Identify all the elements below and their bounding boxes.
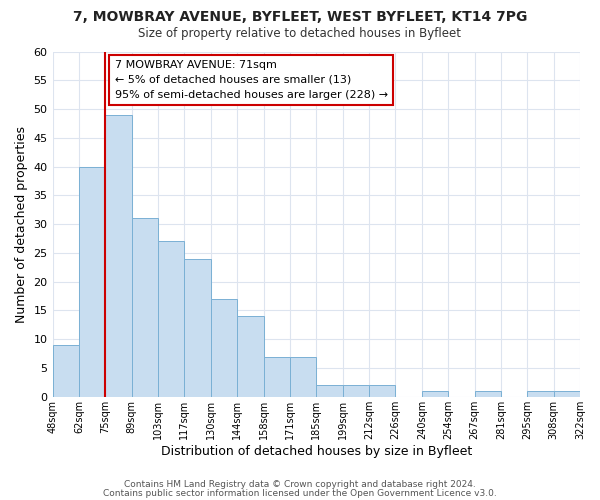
Bar: [263, 356, 290, 397]
Bar: [53, 345, 79, 397]
Text: 7 MOWBRAY AVENUE: 71sqm
← 5% of detached houses are smaller (13)
95% of semi-det: 7 MOWBRAY AVENUE: 71sqm ← 5% of detached…: [115, 60, 388, 100]
Bar: [211, 299, 237, 397]
X-axis label: Distribution of detached houses by size in Byfleet: Distribution of detached houses by size …: [161, 444, 472, 458]
Bar: [131, 218, 158, 397]
Bar: [475, 391, 501, 397]
Bar: [237, 316, 263, 397]
Bar: [79, 166, 105, 397]
Bar: [554, 391, 580, 397]
Text: 7, MOWBRAY AVENUE, BYFLEET, WEST BYFLEET, KT14 7PG: 7, MOWBRAY AVENUE, BYFLEET, WEST BYFLEET…: [73, 10, 527, 24]
Text: Size of property relative to detached houses in Byfleet: Size of property relative to detached ho…: [139, 28, 461, 40]
Bar: [158, 242, 184, 397]
Text: Contains HM Land Registry data © Crown copyright and database right 2024.: Contains HM Land Registry data © Crown c…: [124, 480, 476, 489]
Bar: [105, 115, 131, 397]
Bar: [343, 386, 369, 397]
Bar: [527, 391, 554, 397]
Bar: [184, 258, 211, 397]
Text: Contains public sector information licensed under the Open Government Licence v3: Contains public sector information licen…: [103, 489, 497, 498]
Bar: [369, 386, 395, 397]
Bar: [422, 391, 448, 397]
Bar: [316, 386, 343, 397]
Y-axis label: Number of detached properties: Number of detached properties: [15, 126, 28, 322]
Bar: [290, 356, 316, 397]
